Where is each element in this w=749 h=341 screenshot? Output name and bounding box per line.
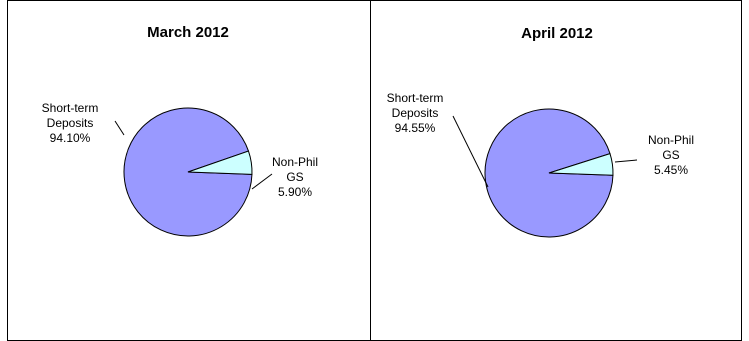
leader-line: [114, 120, 125, 136]
chart-title: March 2012: [147, 24, 229, 41]
pie-chart-march-2012: March 2012 Short-term Deposits 94.10% Non-Ph…: [42, 24, 318, 237]
chart-panel-april-2012: April 2012 Short-term Deposits 94.55% Non-Ph…: [370, 0, 742, 341]
pie-chart-april-2012: April 2012 Short-term Deposits 94.55% Non-Ph…: [387, 25, 694, 238]
leader-line: [251, 173, 273, 190]
label-non-phil-gs: Non-Phil GS 5.90%: [272, 155, 318, 199]
label-short-term-deposits: Short-term Deposits 94.55%: [387, 91, 444, 135]
slice-non-phil-gs: [548, 152, 614, 176]
leader-line: [452, 115, 489, 188]
chart-panel-march-2012: March 2012 Short-term Deposits 94.10% Non-Ph…: [7, 0, 371, 341]
label-short-term-deposits: Short-term Deposits 94.10%: [42, 101, 99, 145]
chart-title: April 2012: [521, 25, 593, 42]
leader-line: [614, 159, 638, 163]
slice-non-phil-gs: [187, 150, 253, 175]
label-non-phil-gs: Non-Phil GS 5.45%: [648, 133, 694, 177]
